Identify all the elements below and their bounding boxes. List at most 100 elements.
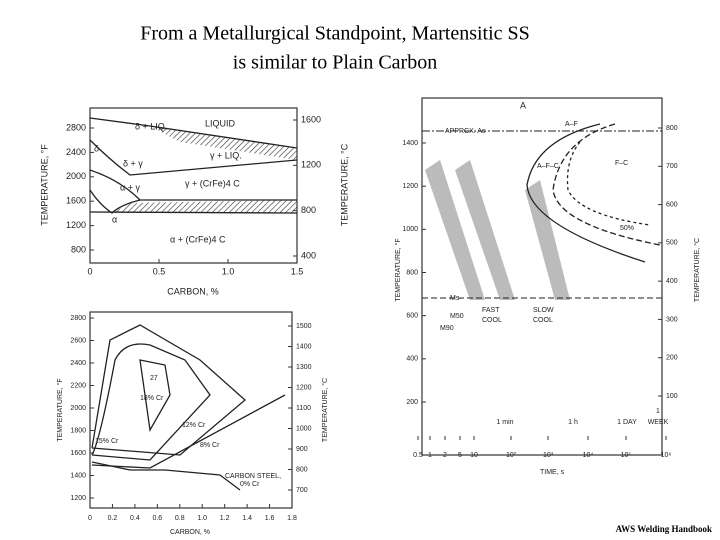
tick-label: 1800 [70, 427, 86, 434]
tick-label: 0.4 [130, 515, 140, 522]
region-label: M50 [450, 313, 464, 320]
tick-label: 10² [506, 452, 517, 459]
curve [91, 343, 211, 461]
curve [526, 123, 646, 263]
region-label: α [112, 214, 117, 224]
bottom-left-diagram: 27 18% Cr 15% Cr 12% Cr 8% Cr CARBON STE… [56, 311, 329, 536]
tick-label: 1.2 [220, 515, 230, 522]
tick-label: 1600 [66, 196, 86, 206]
right-diagram: A APPRCX. As A–F A–F–C F–C 50% Ms M50 M9… [394, 97, 701, 476]
axis-label: TEMPERATURE, °F [39, 144, 49, 226]
tick-label: 1200 [301, 160, 321, 170]
frame [89, 311, 293, 509]
region-label: A–F [565, 121, 578, 128]
region-label: 27 [150, 375, 158, 382]
time-label: 1 DAY [617, 419, 637, 426]
tick-label: 800 [406, 269, 418, 276]
tick-label: 1.0 [222, 266, 235, 276]
stripe [425, 160, 485, 300]
tick-label: 1600 [70, 450, 86, 457]
tick-label: 1.6 [265, 515, 275, 522]
region-label: 15% Cr [95, 438, 119, 445]
region-label: A–F–C [537, 163, 559, 170]
region-label: Ms [450, 295, 460, 302]
tick-label: 1 [428, 452, 432, 459]
region-label: δ + γ [123, 158, 143, 168]
tick-label: 10⁵ [621, 452, 632, 459]
stripe [455, 160, 515, 300]
tick-label: 1.0 [197, 515, 207, 522]
curve [552, 123, 661, 246]
region-label: α + γ [120, 182, 140, 192]
region-label: δ + LIQ. [135, 121, 167, 131]
tick-label: 800 [296, 466, 308, 473]
region-label: COOL [533, 317, 553, 324]
tick-label: 800 [301, 205, 316, 215]
region-label: M90 [440, 325, 454, 332]
tick-label: 1.4 [242, 515, 252, 522]
tick-label: 400 [406, 356, 418, 363]
curve [89, 139, 298, 176]
region-label: γ + (CrFe)4 C [185, 178, 240, 188]
region-label: COOL [482, 317, 502, 324]
hatch [112, 200, 297, 213]
tick-label: 2000 [70, 405, 86, 412]
tick-label: 1200 [296, 384, 312, 391]
tick-label: 1.8 [287, 515, 297, 522]
axis-label: TEMPERATURE, °C [693, 238, 701, 302]
tick-label: 1500 [296, 323, 312, 330]
tick-label: 600 [666, 201, 678, 208]
time-label: 1 min [496, 419, 513, 426]
axis-label: CARBON, % [167, 286, 219, 296]
tick-label: 2400 [70, 360, 86, 367]
tick-label: 2600 [70, 337, 86, 344]
tick-label: 0.6 [152, 515, 162, 522]
tick-label: 5 [458, 452, 462, 459]
tick-label: 1200 [66, 220, 86, 230]
time-label: 1 h [568, 419, 578, 426]
region-label: 8% Cr [200, 442, 220, 449]
tick-label: 1000 [402, 226, 418, 233]
hatch [150, 126, 297, 160]
region-label: CARBON STEEL, [225, 473, 281, 480]
axis-label: TIME, s [540, 469, 565, 476]
curve [91, 324, 246, 456]
tick-label: 10³ [543, 452, 554, 459]
region-label: 12% Cr [182, 422, 206, 429]
tick-label: 2800 [66, 122, 86, 132]
tick-label: 400 [666, 278, 678, 285]
tick-label: 2000 [66, 171, 86, 181]
region-label: A [520, 100, 526, 110]
tick-label: 1100 [296, 405, 311, 412]
curve [566, 141, 651, 226]
tick-label: 0.5 [153, 266, 166, 276]
axis-label: TEMPERATURE, °F [56, 378, 64, 441]
tick-label: 700 [666, 163, 678, 170]
region-label: 18% Cr [140, 395, 164, 402]
title: From a Metallurgical Standpoint, Martens… [140, 23, 530, 45]
region-label: 0% Cr [240, 481, 260, 488]
tick-label: 0 [88, 515, 92, 522]
tick-label: 1300 [296, 364, 312, 371]
region-label: SLOW [533, 307, 554, 314]
stripe [525, 180, 570, 300]
axis-label: TEMPERATURE, °C [321, 378, 329, 442]
tick-label: 2200 [70, 382, 86, 389]
credit: AWS Welding Handbook [616, 524, 712, 534]
tick-label: 1200 [402, 183, 418, 190]
frame [421, 97, 663, 456]
region-label: APPRCX. As [445, 128, 486, 135]
title: is similar to Plain Carbon [233, 52, 437, 74]
curve [139, 359, 171, 432]
tick-label: 10⁴ [583, 452, 594, 459]
tick-label: 1.5 [291, 266, 304, 276]
time-label: 1 [656, 408, 660, 415]
axis-label: CARBON, % [170, 529, 210, 536]
tick-label: 200 [406, 399, 418, 406]
region-label: FAST [482, 307, 500, 314]
tick-label: 1400 [296, 343, 312, 350]
tick-label: 10 [470, 452, 478, 459]
tick-label: 800 [71, 244, 86, 254]
tick-label: 1600 [301, 114, 321, 124]
